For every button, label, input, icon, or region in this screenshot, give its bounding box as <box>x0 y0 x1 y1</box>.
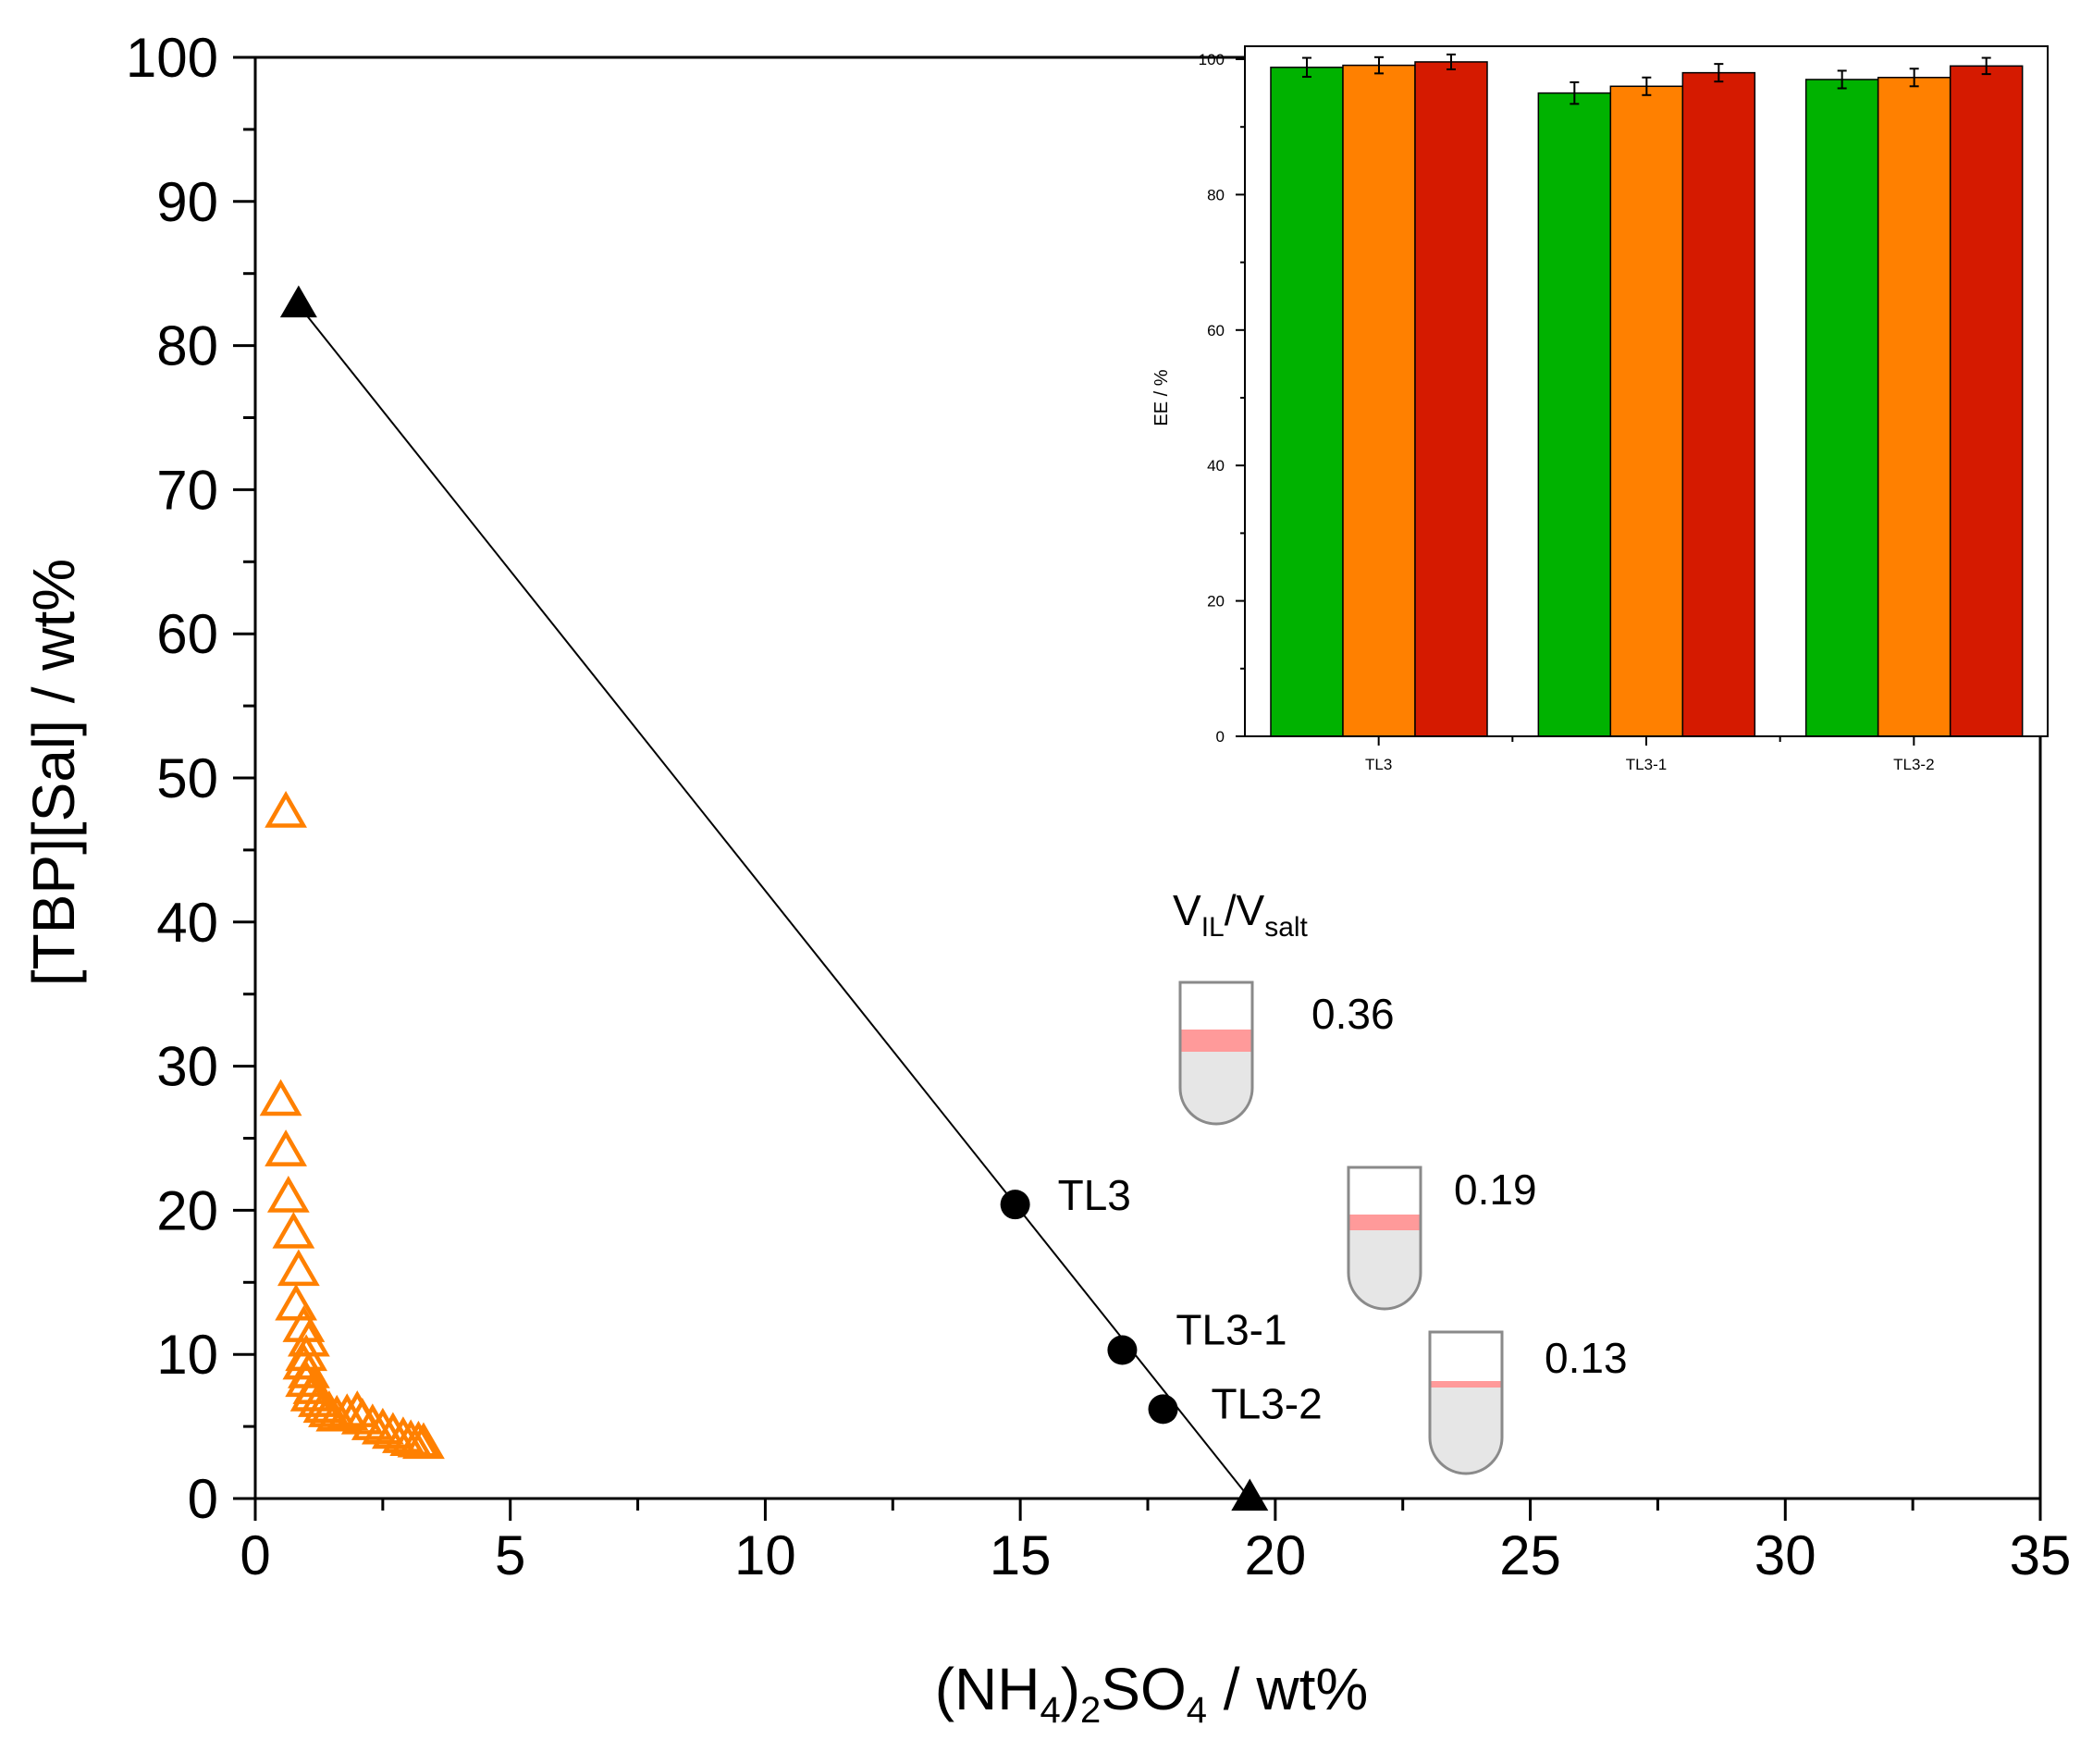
inset-bars <box>1270 53 2024 737</box>
y-tick-label: 50 <box>156 747 218 809</box>
tube-liquid <box>1430 1381 1502 1474</box>
binodal-point <box>277 1249 320 1287</box>
binodal-point <box>402 1422 445 1460</box>
x-title-sub-1: 4 <box>1040 1690 1060 1731</box>
ratio-value-3: 0.13 <box>1545 1334 1628 1382</box>
inset-y-tick-label: 40 <box>1207 457 1225 475</box>
main-plot-marks: TL3 TL3-1 TL3-2 <box>259 285 1323 1511</box>
x-tick-label: 0 <box>240 1524 270 1586</box>
ratio-value-1: 0.36 <box>1311 990 1395 1038</box>
mixture-point <box>1107 1335 1138 1365</box>
inset-bar <box>1949 65 2024 737</box>
binodal-point <box>265 1129 307 1166</box>
tube-outline <box>1178 981 1254 1126</box>
tube-liquid <box>1180 1030 1252 1124</box>
tube-outline <box>1428 1330 1504 1475</box>
tubes <box>1178 981 1504 1475</box>
x-tick-label: 5 <box>495 1524 525 1586</box>
mixture-point-label: TL3-2 <box>1212 1379 1323 1427</box>
x-title-part-1: (NH <box>935 1656 1040 1722</box>
inset-y-tick-label: 100 <box>1199 51 1225 68</box>
x-title-part-2: ) <box>1061 1656 1080 1722</box>
main-y-axis-title: [TBP][Sal] / wt% <box>20 559 87 986</box>
tie-line-end-point <box>279 285 317 318</box>
binodal-point <box>275 1283 318 1321</box>
tube-interface-band <box>1180 1030 1252 1052</box>
inset-bar <box>1877 77 1951 737</box>
ratio-title-v2: /V <box>1225 886 1265 934</box>
y-tick-label: 60 <box>156 603 218 665</box>
inset-bar <box>1414 61 1488 737</box>
ratio-title-v1: V <box>1173 886 1201 934</box>
inset-axes: TL3 TL3-1 TL3-2 0 20 40 60 80 100 <box>1199 45 2049 773</box>
inset-bar <box>1270 67 1344 737</box>
y-tick-label: 0 <box>188 1468 218 1530</box>
binodal-point <box>285 1334 328 1372</box>
tie-line <box>298 304 1251 1499</box>
mixture-point <box>1148 1394 1178 1425</box>
inset-bar <box>1681 71 1756 737</box>
y-tick-label: 40 <box>156 892 218 954</box>
x-tick-label: 25 <box>1499 1524 1561 1586</box>
inset-y-tick-label: 0 <box>1216 728 1225 746</box>
inset-y-tick-label: 60 <box>1207 322 1225 339</box>
y-tick-label: 80 <box>156 315 218 377</box>
binodal-point <box>351 1403 394 1440</box>
main-axes: 0 5 10 15 20 25 30 35 0 10 20 30 40 50 60 70 80 90 100 <box>126 27 2071 1586</box>
binodal-point <box>259 1079 302 1116</box>
binodal-point <box>340 1397 384 1435</box>
mixture-point <box>1000 1190 1030 1220</box>
x-tick-label: 15 <box>990 1524 1052 1586</box>
tube-interface-band <box>1430 1381 1502 1388</box>
y-tick-label: 70 <box>156 459 218 521</box>
binodal-point <box>285 1360 328 1398</box>
x-tick-label: 20 <box>1244 1524 1306 1586</box>
binodal-point <box>265 791 307 828</box>
y-tick-label: 30 <box>156 1036 218 1098</box>
binodal-point <box>266 1176 310 1213</box>
ratio-title-sub-salt: salt <box>1264 912 1308 943</box>
tube-liquid <box>1348 1215 1421 1309</box>
ratio-value-2: 0.19 <box>1454 1166 1537 1214</box>
y-tick-label: 10 <box>156 1324 218 1386</box>
inset-y-tick-label: 80 <box>1207 186 1225 204</box>
inset-plot-frame <box>1244 45 2049 737</box>
inset-y-tick-label: 20 <box>1207 593 1225 611</box>
tube-outline <box>1347 1166 1422 1311</box>
inset-bar <box>1609 85 1684 737</box>
inset-bar-chart: TL3 TL3-1 TL3-2 0 20 40 60 80 100 EE / % <box>1151 45 2049 773</box>
inset-x-tick-label: TL3-2 <box>1893 756 1934 773</box>
y-tick-label: 100 <box>126 27 218 89</box>
inset-bar <box>1804 79 1879 737</box>
ratio-title-sub-il: IL <box>1201 912 1225 943</box>
x-tick-label: 30 <box>1754 1524 1816 1586</box>
binodal-point <box>361 1407 404 1445</box>
x-tick-label: 10 <box>734 1524 796 1586</box>
x-tick-label: 35 <box>2010 1524 2072 1586</box>
ratio-title: VIL/Vsalt <box>1173 886 1309 943</box>
binodal-point <box>272 1211 315 1249</box>
x-title-sub-2: 2 <box>1080 1690 1101 1731</box>
y-tick-label: 20 <box>156 1179 218 1241</box>
y-tick-label: 90 <box>156 171 218 233</box>
x-title-part-3: SO <box>1101 1656 1186 1722</box>
inset-x-tick-label: TL3 <box>1365 756 1392 773</box>
main-x-axis-title: (NH4)2SO4 / wt% <box>935 1656 1369 1731</box>
mixture-point-label: TL3-1 <box>1176 1306 1287 1354</box>
tie-line-end-point <box>1231 1478 1269 1511</box>
inset-y-axis-title: EE / % <box>1151 369 1172 426</box>
mixture-point-label: TL3 <box>1058 1171 1131 1219</box>
x-title-sub-3: 4 <box>1187 1690 1207 1731</box>
x-title-part-4: / wt% <box>1207 1656 1368 1722</box>
binodal-point <box>371 1412 414 1449</box>
volume-ratio-annotation: VIL/Vsalt 0.36 0.19 0.13 <box>1173 886 1628 1382</box>
tube-interface-band <box>1348 1215 1421 1230</box>
inset-bar <box>1537 92 1612 737</box>
inset-x-tick-label: TL3-1 <box>1626 756 1667 773</box>
inset-bar <box>1342 64 1416 737</box>
